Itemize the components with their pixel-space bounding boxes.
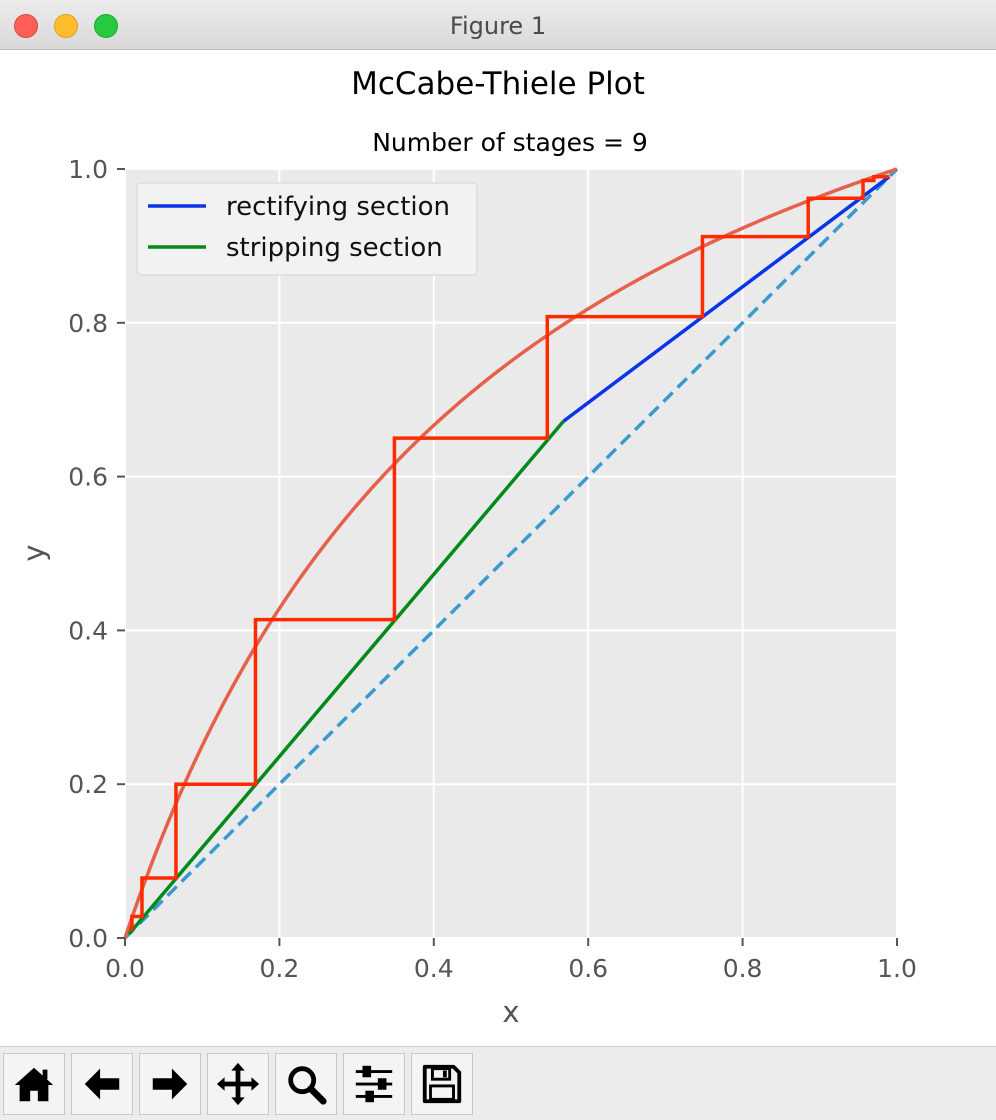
y-axis-label: y	[17, 544, 51, 561]
y-tick-label: 0.4	[68, 616, 108, 645]
figure-canvas: McCabe-Thiele Plot Number of stages = 9 …	[0, 50, 996, 1046]
minimize-window-button[interactable]	[54, 14, 78, 38]
window-titlebar: Figure 1	[0, 0, 996, 50]
legend-label-stripping: stripping section	[226, 233, 443, 263]
y-tick-label: 1.0	[68, 155, 108, 184]
save-button[interactable]	[411, 1053, 473, 1115]
home-icon	[14, 1067, 54, 1102]
floppy-disk-icon	[422, 1064, 462, 1104]
arrow-right-icon	[152, 1068, 188, 1100]
forward-button[interactable]	[139, 1053, 201, 1115]
stage-steps	[128, 174, 890, 931]
series-layer	[123, 167, 899, 940]
sliders-icon	[355, 1065, 393, 1103]
legend: rectifying section stripping section	[136, 182, 478, 276]
rectifying-section-line	[562, 175, 891, 423]
y-tick-label: 0.8	[68, 309, 108, 338]
move-icon	[216, 1062, 260, 1106]
pan-button[interactable]	[207, 1053, 269, 1115]
y-tick-label: 0.6	[68, 463, 108, 492]
y-tick-label: 0.2	[68, 770, 108, 799]
back-button[interactable]	[71, 1053, 133, 1115]
legend-label-rectifying: rectifying section	[226, 192, 450, 222]
tick-layer: 0.0 0.2 0.4 0.6 0.8 1.0 0.0 0.2 0.4 0.6 0.8 1.0	[68, 155, 917, 983]
y-tick-label: 0.0	[68, 924, 108, 953]
mccabe-thiele-chart: McCabe-Thiele Plot Number of stages = 9 …	[17, 66, 917, 1029]
legend-box	[136, 182, 478, 276]
x-tick-label: 0.0	[105, 954, 145, 983]
chart-subtitle: Number of stages = 9	[372, 128, 648, 157]
x-tick-label: 1.0	[877, 954, 917, 983]
configure-subplots-button[interactable]	[343, 1053, 405, 1115]
x-axis-label: x	[502, 995, 519, 1029]
stripping-section-line	[127, 420, 565, 936]
equilibrium-curve	[123, 167, 898, 939]
magnifier-icon	[288, 1066, 327, 1105]
close-window-button[interactable]	[14, 14, 38, 38]
home-button[interactable]	[3, 1053, 65, 1115]
x-tick-label: 0.4	[414, 954, 454, 983]
zoom-button[interactable]	[275, 1053, 337, 1115]
x-tick-label: 0.6	[568, 954, 608, 983]
x-tick-label: 0.8	[723, 954, 763, 983]
diagonal-line	[123, 167, 899, 940]
maximize-window-button[interactable]	[94, 14, 118, 38]
navigation-toolbar	[0, 1046, 996, 1120]
arrow-left-icon	[84, 1068, 120, 1100]
chart-title: McCabe-Thiele Plot	[351, 66, 645, 102]
x-tick-label: 0.2	[260, 954, 300, 983]
window-title: Figure 1	[449, 12, 547, 40]
